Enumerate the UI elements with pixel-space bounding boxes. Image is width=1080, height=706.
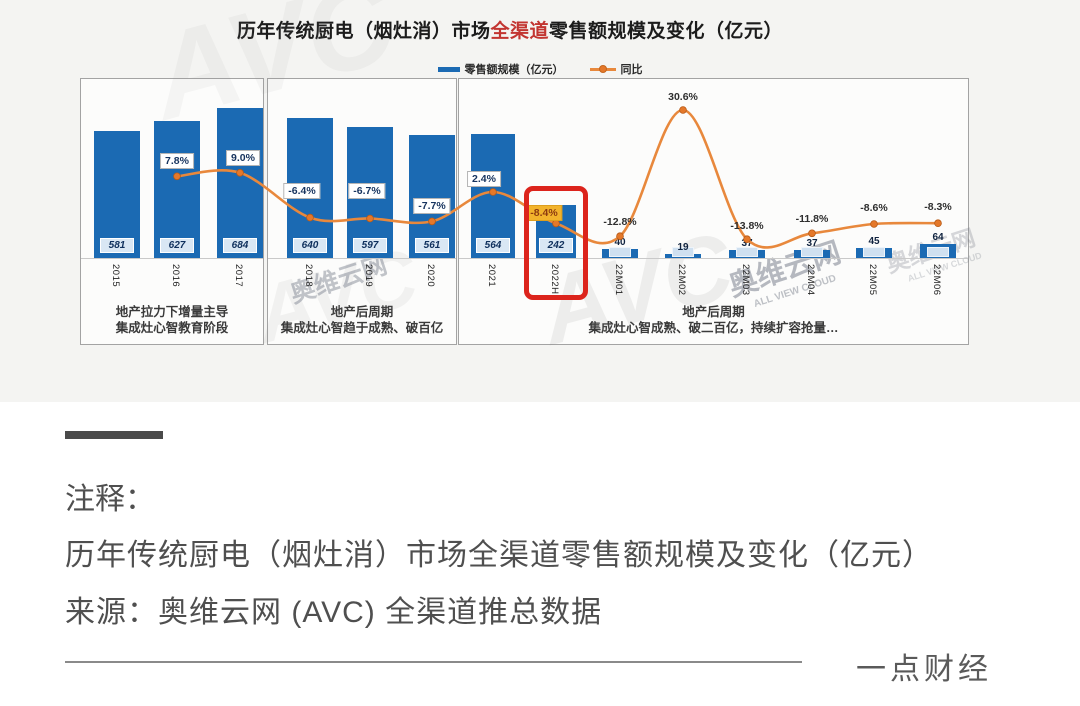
line-point-22M05	[870, 220, 878, 228]
brand-logo-text: 一点财经	[856, 653, 992, 686]
bar-value-22M05: 45	[868, 236, 880, 248]
x-label-2021: 2021	[486, 264, 497, 288]
bar-value-2017: 684	[223, 238, 257, 253]
chart-legend: 零售额规模（亿元） 同比	[0, 61, 1080, 77]
x-label-2020: 2020	[425, 264, 436, 288]
x-label-2019: 2019	[363, 264, 374, 288]
pct-label-2020: -7.7%	[413, 198, 451, 215]
line-marker-dot-icon	[598, 65, 607, 73]
chart-title: 历年传统厨电（烟灶消）市场全渠道零售额规模及变化（亿元）	[0, 16, 1020, 43]
source-text: 来源：奥维云网 (AVC) 全渠道推总数据	[65, 596, 603, 629]
caption-line: 集成灶心智教育阶段	[115, 321, 229, 335]
chart-title-highlight: 全渠道	[490, 21, 549, 42]
x-axis-line	[81, 258, 263, 259]
pct-label-22M02: 30.6%	[668, 90, 698, 103]
bar-value-2015: 581	[100, 238, 134, 253]
legend-label-yoy: 同比	[620, 64, 643, 76]
x-axis-line	[459, 258, 968, 259]
bar-value-22M02: 19	[677, 241, 689, 253]
bar-value-chip-22M05	[863, 247, 885, 257]
panel-caption: 地产拉力下增量主导 集成灶心智教育阶段	[81, 304, 263, 336]
highlight-box-2022H1	[524, 186, 588, 300]
bar-series-marker-icon	[437, 66, 460, 72]
panel-caption: 地产后周期 集成灶心智成熟、破二百亿，持续扩容抢量…	[459, 304, 968, 336]
legend-item-yoy: 同比	[589, 61, 643, 77]
pct-label-22M06: -8.3%	[924, 201, 952, 214]
bar-value-2020: 561	[415, 238, 449, 253]
x-label-2016: 2016	[170, 264, 181, 288]
pct-label-2018: -6.4%	[283, 182, 321, 199]
bar-value-2016: 627	[160, 238, 194, 253]
footer-rule	[65, 661, 802, 663]
x-label-2017: 2017	[233, 264, 244, 288]
note-text: 历年传统厨电（烟灶消）市场全渠道零售额规模及变化（亿元）	[65, 539, 933, 572]
pct-label-2021: 2.4%	[467, 171, 501, 188]
bar-value-chip-22M06	[927, 247, 949, 257]
pct-label-22M05: -8.6%	[860, 202, 888, 215]
pct-label-22M03: -13.8%	[730, 220, 764, 233]
chart-title-suffix: 零售额规模及变化（亿元）	[549, 21, 784, 42]
caption-line: 地产后周期	[682, 305, 745, 319]
pct-label-22M01: -12.8%	[603, 216, 637, 229]
bar-value-2019: 597	[353, 238, 387, 253]
x-label-22M02: 22M02	[676, 264, 687, 296]
legend-item-retail: 零售额规模（亿元）	[437, 61, 564, 77]
x-label-22M04: 22M04	[805, 264, 816, 296]
bar-value-2021: 564	[476, 238, 510, 253]
x-label-22M03: 22M03	[740, 264, 751, 296]
x-label-2022H1: 2022H1	[549, 264, 560, 301]
bar-value-chip-22M01	[609, 247, 631, 257]
x-label-22M01: 22M01	[613, 264, 624, 296]
line-point-22M04	[808, 229, 816, 238]
x-label-22M05: 22M05	[867, 264, 878, 296]
bar-2017	[217, 108, 263, 258]
bar-value-2018: 640	[293, 238, 327, 253]
chart-title-prefix: 历年传统厨电（烟灶消）市场	[236, 21, 491, 42]
section-divider-bar	[65, 431, 163, 439]
pct-label-2019: -6.7%	[348, 183, 386, 200]
caption-line: 地产后周期	[330, 305, 394, 319]
caption-line: 集成灶心智成熟、破二百亿，持续扩容抢量…	[588, 321, 839, 335]
caption-line: 地产拉力下增量主导	[115, 305, 229, 319]
pct-label-2017: 9.0%	[226, 149, 260, 166]
bar-value-22M03: 37	[741, 237, 753, 249]
x-axis-line	[268, 258, 456, 259]
bar-value-22M01: 40	[614, 237, 626, 249]
line-point-22M06	[934, 219, 942, 228]
line-series-marker-icon	[589, 65, 616, 73]
legend-label-retail: 零售额规模（亿元）	[464, 64, 564, 76]
caption-line: 集成灶心智趋于成熟、破百亿	[280, 321, 444, 335]
x-label-22M06: 22M06	[931, 264, 942, 296]
panel-caption: 地产后周期 集成灶心智趋于成熟、破百亿	[268, 304, 456, 336]
pct-label-2016: 7.8%	[160, 153, 194, 170]
line-point-22M02	[679, 106, 687, 114]
chart-plot-layer: 581 2015 627 2016 684 2017 640 2018 597 2019 561 20…	[81, 90, 968, 301]
x-label-2015: 2015	[110, 264, 121, 288]
pct-label-22M04: -11.8%	[795, 213, 829, 226]
bar-2015	[94, 130, 140, 258]
bar-value-22M06: 64	[932, 231, 944, 243]
bar-value-22M04: 37	[806, 237, 818, 249]
note-label: 注释：	[65, 483, 155, 516]
x-label-2018: 2018	[303, 264, 314, 288]
